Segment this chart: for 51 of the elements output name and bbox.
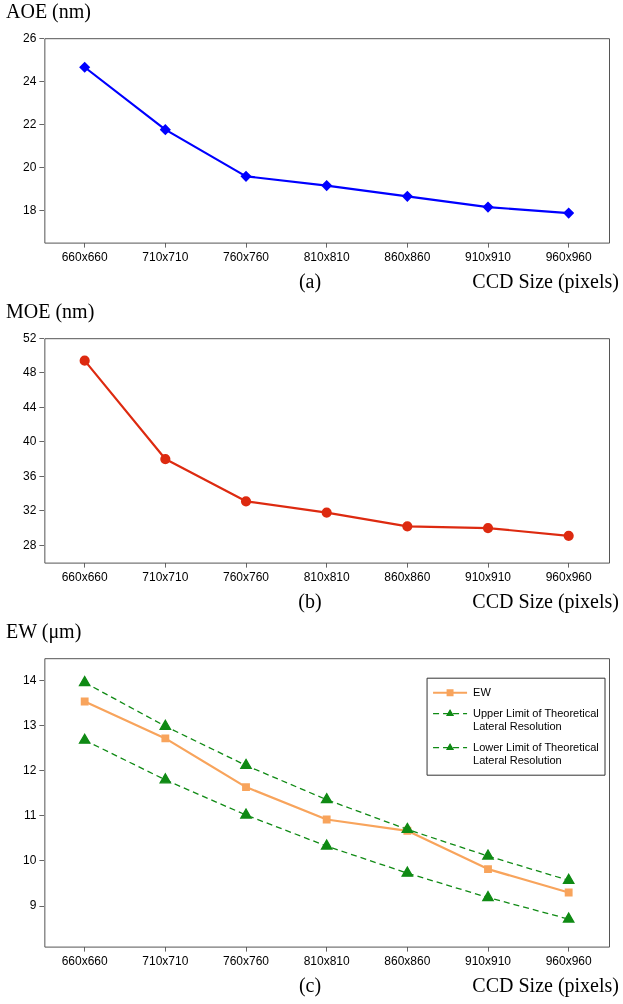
- x-tick-label: 960x960: [545, 250, 593, 265]
- x-axis-title: CCD Size (pixels): [472, 590, 619, 613]
- y-tick-label: 22: [22, 116, 37, 131]
- x-tick-label: 660x660: [61, 250, 109, 265]
- y-tick-label: 12: [22, 763, 37, 778]
- y-tick-label: 28: [22, 537, 37, 552]
- x-tick-label: 910x910: [464, 570, 512, 585]
- x-tick-label: 660x660: [61, 954, 109, 969]
- x-tick-label: 960x960: [545, 570, 593, 585]
- y-tick-label: 24: [22, 73, 37, 88]
- y-tick-label: 40: [22, 434, 37, 449]
- text: (c): [298, 974, 322, 997]
- y-tick-label: 14: [22, 673, 37, 688]
- x-tick-label: 710x710: [142, 250, 189, 265]
- text: (a): [298, 270, 322, 293]
- x-tick-label: 660x660: [61, 570, 109, 585]
- x-tick-label: 860x860: [384, 570, 431, 585]
- y-tick-label: 13: [22, 718, 37, 733]
- x-tick-label: 810x810: [303, 250, 351, 265]
- x-tick-label: 760x760: [222, 954, 270, 969]
- x-tick-label: 910x910: [464, 954, 512, 969]
- x-tick-label: 810x810: [303, 570, 351, 585]
- y-tick-label: 10: [22, 853, 37, 868]
- y-tick-label: 36: [22, 468, 37, 483]
- x-tick-label: 710x710: [142, 570, 189, 585]
- text: (b): [298, 590, 322, 613]
- x-tick-label: 860x860: [384, 954, 431, 969]
- legend-label: EW: [473, 685, 492, 698]
- y-tick-label: 20: [22, 159, 37, 174]
- x-axis-title: CCD Size (pixels): [472, 974, 619, 997]
- x-tick-label: 810x810: [303, 954, 351, 969]
- y-tick-label: 18: [22, 202, 37, 217]
- y-tick-label: 26: [22, 30, 37, 45]
- y-axis-title: MOE (nm): [6, 300, 95, 323]
- y-tick-label: 11: [23, 808, 37, 823]
- y-tick-label: 9: [29, 898, 37, 913]
- x-tick-label: 710x710: [142, 954, 189, 969]
- x-tick-label: 760x760: [222, 570, 270, 585]
- y-tick-label: 32: [22, 503, 37, 518]
- x-tick-label: 910x910: [464, 250, 512, 265]
- x-tick-label: 860x860: [384, 250, 431, 265]
- x-tick-label: 760x760: [222, 250, 270, 265]
- y-axis-title: AOE (nm): [6, 0, 91, 23]
- x-tick-label: 960x960: [545, 954, 593, 969]
- y-tick-label: 44: [22, 399, 37, 414]
- legend-label: Upper Limit of Theoretical Lateral Resolution: [473, 706, 599, 732]
- y-axis-title: EW (μm): [6, 620, 82, 643]
- y-tick-label: 52: [22, 330, 37, 345]
- x-axis-title: CCD Size (pixels): [472, 270, 619, 293]
- legend-label: Lower Limit of Theoretical Lateral Resolution: [473, 740, 599, 766]
- y-tick-label: 48: [22, 365, 37, 380]
